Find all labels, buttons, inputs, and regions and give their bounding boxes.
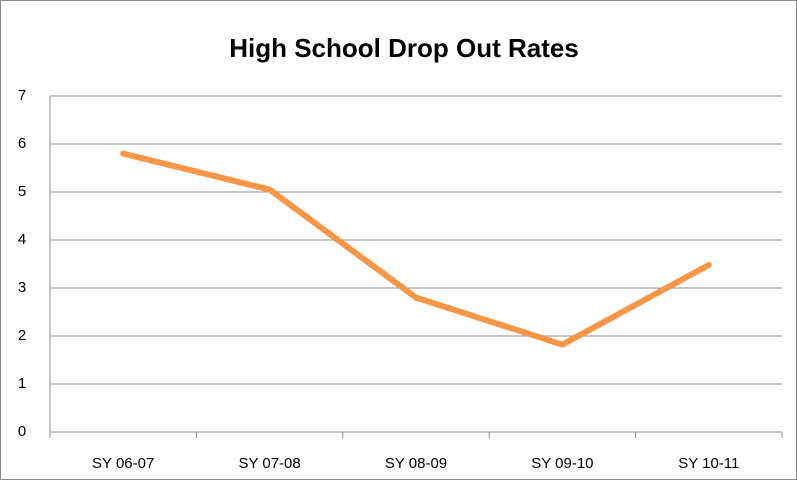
- y-tick-label: 7: [18, 87, 26, 104]
- x-tick-label: SY 09-10: [531, 455, 593, 472]
- y-tick-label: 1: [18, 375, 26, 392]
- y-tick-label: 6: [18, 135, 26, 152]
- y-tick-label: 4: [18, 231, 26, 248]
- x-tick-label: SY 10-11: [678, 455, 739, 472]
- y-tick-label: 3: [18, 279, 26, 296]
- x-tick-label: SY 06-07: [92, 455, 154, 472]
- x-tick-label: SY 08-09: [385, 455, 447, 472]
- y-tick-label: 0: [18, 423, 26, 440]
- chart-title: High School Drop Out Rates: [229, 33, 579, 63]
- y-tick-label: 5: [18, 183, 26, 200]
- x-tick-label: SY 07-08: [238, 455, 300, 472]
- y-tick-label: 2: [18, 327, 26, 344]
- line-series: [120, 150, 712, 348]
